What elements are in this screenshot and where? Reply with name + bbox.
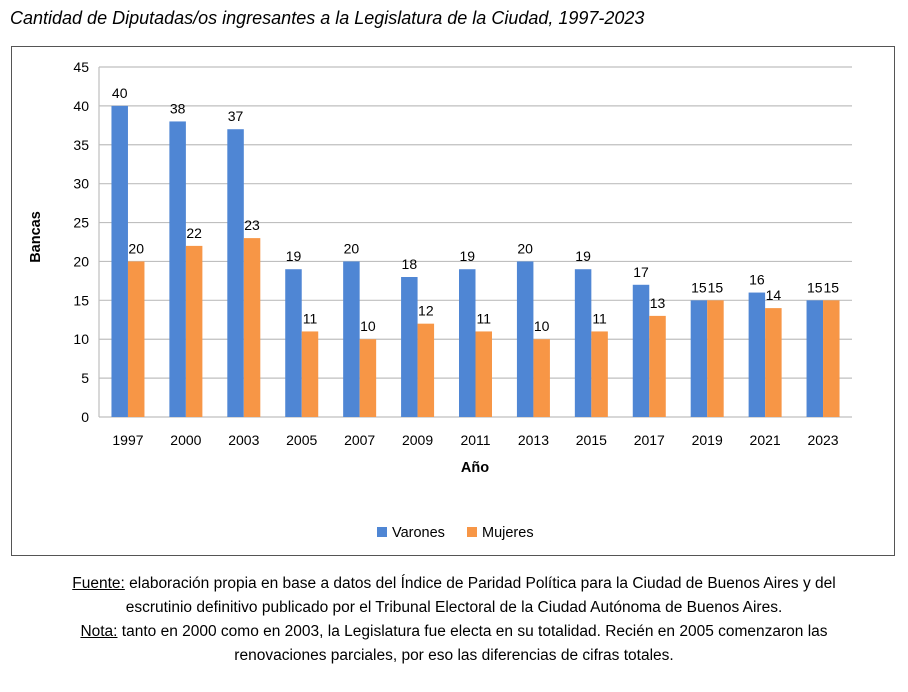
y-tick-label: 40 <box>73 98 89 114</box>
data-label: 11 <box>476 310 491 326</box>
y-tick-label: 10 <box>73 331 89 347</box>
data-label: 38 <box>170 100 186 116</box>
x-tick-label: 2019 <box>692 432 723 448</box>
legend-label-mujeres: Mujeres <box>482 525 534 541</box>
chart-title: Cantidad de Diputadas/os ingresantes a l… <box>10 8 645 28</box>
data-label: 20 <box>517 240 533 256</box>
legend-swatch-mujeres <box>467 527 477 537</box>
legend-swatch-varones <box>377 527 387 537</box>
data-label: 19 <box>459 248 475 264</box>
data-label: 15 <box>823 279 839 295</box>
source-note: Fuente: elaboración propia en base a dat… <box>0 572 908 596</box>
data-label: 40 <box>112 85 128 101</box>
source-text-2: escrutinio definitivo publicado por el T… <box>125 599 783 616</box>
y-tick-label: 20 <box>73 253 89 269</box>
bar-mujeres <box>533 339 550 417</box>
y-axis-title: Bancas <box>28 211 44 263</box>
x-tick-label: 2009 <box>402 432 433 448</box>
data-label: 15 <box>691 279 707 295</box>
data-label: 20 <box>344 240 360 256</box>
bar-mujeres <box>649 315 666 417</box>
legend-label-varones: Varones <box>392 525 445 541</box>
note-text-2: renovaciones parciales, por eso las dife… <box>234 647 674 664</box>
data-label: 16 <box>749 272 765 288</box>
x-tick-label: 2005 <box>286 432 317 448</box>
y-tick-label: 15 <box>73 292 89 308</box>
x-tick-label: 2023 <box>807 432 838 448</box>
bar-mujeres <box>185 245 203 417</box>
x-axis-title: Año <box>461 460 489 476</box>
x-tick-label: 2015 <box>576 432 607 448</box>
note-text-1: tanto en 2000 como en 2003, la Legislatu… <box>117 623 828 640</box>
bar-varones <box>690 300 708 417</box>
bar-mujeres <box>823 300 840 417</box>
bar-varones <box>748 292 766 417</box>
bar-varones <box>285 269 302 417</box>
x-tick-label: 2017 <box>634 432 665 448</box>
note-label: Nota: <box>80 623 118 640</box>
bar-varones <box>343 261 360 417</box>
y-tick-label: 5 <box>81 370 89 386</box>
bar-mujeres <box>591 331 608 417</box>
source-text-1: elaboración propia en base a datos del Í… <box>124 575 836 592</box>
data-label: 17 <box>633 264 649 280</box>
bar-mujeres <box>417 323 435 417</box>
source-label: Fuente: <box>72 575 125 592</box>
data-label: 10 <box>360 318 376 334</box>
x-tick-label: 2013 <box>518 432 549 448</box>
data-label: 19 <box>286 248 302 264</box>
data-label: 19 <box>575 248 591 264</box>
data-label: 22 <box>186 225 202 241</box>
bar-mujeres <box>359 339 377 417</box>
bar-varones <box>516 261 534 417</box>
data-label: 11 <box>592 310 607 326</box>
data-label: 13 <box>650 295 666 311</box>
y-tick-label: 45 <box>73 59 89 75</box>
bar-varones <box>111 105 128 417</box>
y-tick-label: 25 <box>73 215 89 231</box>
data-label: 15 <box>807 279 823 295</box>
data-label: 37 <box>228 108 244 124</box>
bar-mujeres <box>243 238 261 417</box>
x-tick-label: 2007 <box>344 432 375 448</box>
data-label: 15 <box>708 279 724 295</box>
bar-varones <box>169 121 186 417</box>
nota-note: Nota: tanto en 2000 como en 2003, la Leg… <box>0 620 908 644</box>
x-tick-label: 2000 <box>170 432 201 448</box>
bar-varones <box>401 277 418 417</box>
x-tick-label: 2021 <box>750 432 781 448</box>
notes-block: Fuente: elaboración propia en base a dat… <box>0 572 908 668</box>
bar-varones <box>227 129 244 417</box>
bar-mujeres <box>127 261 145 417</box>
data-label: 18 <box>402 256 418 272</box>
bar-varones <box>574 269 592 417</box>
data-label: 11 <box>303 310 318 326</box>
bar-mujeres <box>301 331 319 417</box>
data-label: 10 <box>534 318 550 334</box>
y-tick-label: 30 <box>73 176 89 192</box>
chart-frame: 0 5 10 15 20 25 30 35 40 45 40 20 1997 38 22 2000 37 23 20… <box>11 46 895 556</box>
bar-varones <box>806 300 824 417</box>
bar-varones <box>459 269 476 417</box>
data-label: 14 <box>766 287 782 303</box>
data-label: 23 <box>244 217 260 233</box>
bar-mujeres <box>765 308 782 417</box>
x-tick-label: 1997 <box>112 432 143 448</box>
x-tick-label: 2003 <box>228 432 259 448</box>
bar-mujeres <box>707 300 724 417</box>
bar-mujeres <box>475 331 492 417</box>
x-tick-label: 2011 <box>460 432 490 448</box>
y-tick-label: 0 <box>81 409 89 425</box>
y-tick-label: 35 <box>73 137 89 153</box>
bar-chart: 0 5 10 15 20 25 30 35 40 45 40 20 1997 38 22 2000 37 23 20… <box>28 59 852 541</box>
bar-varones <box>632 284 650 417</box>
data-label: 12 <box>418 303 434 319</box>
data-label: 20 <box>128 240 144 256</box>
